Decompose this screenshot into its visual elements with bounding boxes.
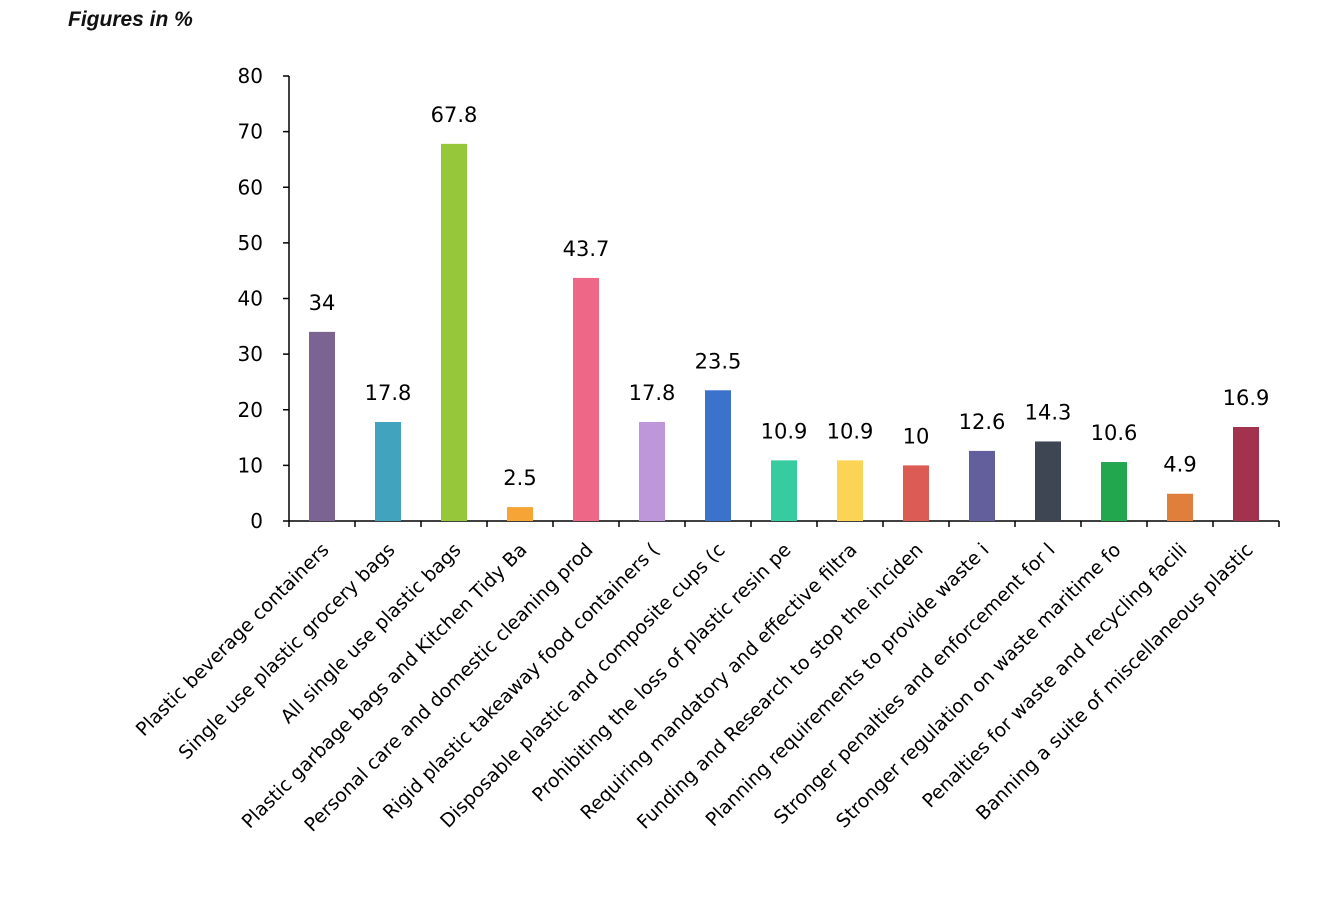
bar bbox=[1233, 426, 1259, 521]
data-label: 16.9 bbox=[1223, 386, 1270, 410]
bar bbox=[639, 421, 665, 521]
bar bbox=[969, 450, 995, 521]
chart-axes: 0 10 20 30 40 50 60 70 80 bbox=[238, 64, 1280, 533]
bar bbox=[1101, 462, 1127, 521]
chart-title: Figures in % bbox=[68, 8, 193, 31]
y-tick-label: 70 bbox=[238, 120, 263, 144]
data-label: 10 bbox=[903, 424, 930, 448]
bar bbox=[771, 460, 797, 521]
bar bbox=[309, 331, 335, 521]
bar bbox=[1035, 441, 1061, 521]
bar bbox=[705, 390, 731, 521]
data-label: 23.5 bbox=[695, 349, 742, 373]
bar bbox=[507, 507, 533, 521]
data-label: 17.8 bbox=[365, 381, 412, 405]
data-label: 67.8 bbox=[431, 103, 478, 127]
y-tick-label: 50 bbox=[238, 231, 263, 255]
bar bbox=[903, 465, 929, 521]
y-tick-label: 0 bbox=[250, 509, 263, 533]
data-label: 10.6 bbox=[1091, 421, 1138, 445]
data-label: 34 bbox=[309, 291, 336, 315]
bar bbox=[441, 143, 467, 522]
y-tick-label: 60 bbox=[238, 175, 263, 199]
data-label: 10.9 bbox=[761, 419, 808, 443]
data-label: 10.9 bbox=[827, 419, 874, 443]
y-tick-label: 80 bbox=[238, 64, 263, 88]
bar-group bbox=[309, 143, 1259, 522]
data-label: 17.8 bbox=[629, 381, 676, 405]
data-label: 43.7 bbox=[563, 237, 610, 261]
data-label: 14.3 bbox=[1025, 400, 1072, 424]
y-tick-label: 30 bbox=[238, 342, 263, 366]
bar bbox=[837, 460, 863, 521]
y-tick-label: 40 bbox=[238, 287, 263, 311]
bar bbox=[375, 421, 401, 521]
y-tick-label: 10 bbox=[238, 453, 263, 477]
data-label: 4.9 bbox=[1163, 453, 1196, 477]
bar bbox=[1167, 493, 1193, 521]
y-tick-label: 20 bbox=[238, 398, 263, 422]
data-label: 12.6 bbox=[959, 410, 1006, 434]
data-label-group: 34 17.8 67.8 2.5 43.7 17.8 23.5 10.9 10.9 10 12.6 1… bbox=[309, 103, 1270, 490]
bar bbox=[573, 277, 599, 521]
data-label: 2.5 bbox=[503, 466, 536, 490]
